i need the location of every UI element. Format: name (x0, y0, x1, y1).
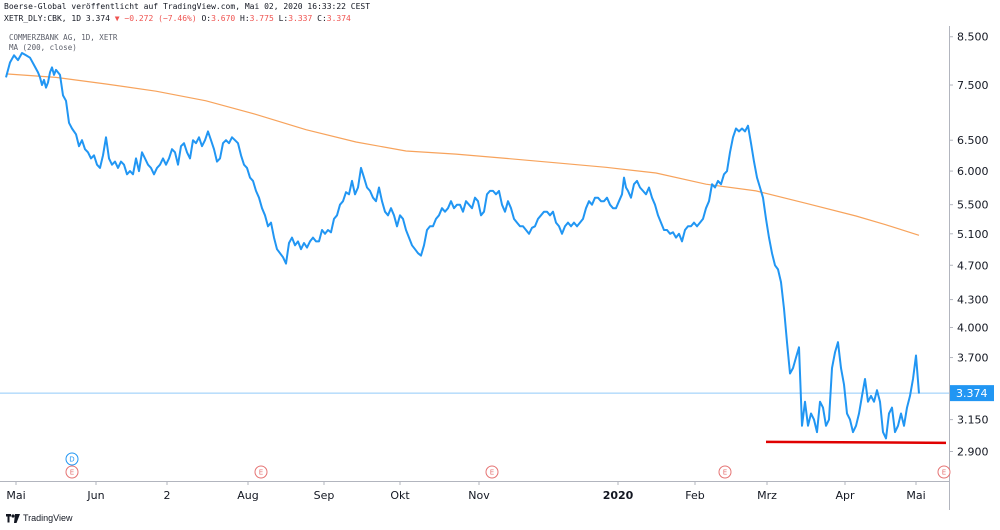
earnings-marker (937, 465, 951, 479)
price-tick-label: 8.500 (957, 31, 989, 44)
time-tick-label: Nov (468, 489, 490, 502)
earnings-marker-label: E (70, 469, 74, 477)
time-tick-label: Feb (685, 489, 704, 502)
high-value: 3.775 (249, 14, 274, 23)
price-tick-label: 3.700 (957, 352, 989, 365)
last-price-label: 3.374 (950, 385, 994, 402)
price-tick-label: 6.500 (957, 134, 989, 147)
support-level-line (765, 440, 947, 445)
ma200-line (5, 73, 920, 236)
earnings-marker (254, 465, 268, 479)
ma-legend[interactable]: MA (200, close) (9, 43, 77, 52)
time-tick-label: Aug (237, 489, 258, 502)
high-label: H: (235, 14, 250, 23)
close-label: C: (312, 14, 327, 23)
support-line (765, 440, 947, 445)
open-value: 3.670 (211, 14, 236, 23)
earnings-marker-label: E (259, 469, 263, 477)
last-price-text: 3.374 (956, 387, 988, 400)
time-tick-label: 2020 (603, 489, 634, 502)
tradingview-logo[interactable]: TradingView (6, 513, 73, 523)
low-label: L: (273, 14, 289, 23)
time-tick-label: Okt (390, 489, 410, 502)
price-series (5, 52, 920, 440)
dividend-marker-label: D (69, 456, 74, 464)
symbol-info: XETR_DLY:CBK, 1D 3.374 (4, 14, 115, 23)
price-tick-label: 5.100 (957, 228, 989, 241)
price-axis[interactable]: 8.500 7.500 6.500 6.000 5.500 5.100 4.700 4.300… (949, 31, 989, 459)
price-line (5, 52, 920, 440)
time-tick-label: Apr (835, 489, 855, 502)
tradingview-logo-icon (6, 513, 20, 523)
symbol-legend[interactable]: COMMERZBANK AG, 1D, XETR (9, 33, 118, 42)
price-tick-label: 4.700 (957, 259, 989, 272)
ma200-series (5, 73, 920, 236)
time-tick-label: Sep (314, 489, 335, 502)
close-value: 3.374 (326, 14, 351, 23)
last-price-box (950, 385, 994, 402)
price-tick-label: 4.000 (957, 321, 989, 334)
event-markers[interactable]: DE E E E E (65, 452, 951, 479)
price-tick-label: 3.150 (957, 414, 989, 427)
price-change: ▼ −0.272 (−7.46%) (114, 14, 197, 23)
price-tick-label: 5.500 (957, 199, 989, 212)
time-tick-label: Mai (6, 489, 25, 502)
earnings-marker (718, 465, 732, 479)
earnings-marker-label: E (723, 469, 727, 477)
open-label: O: (196, 14, 212, 23)
time-tick-label: Jun (86, 489, 104, 502)
price-tick-label: 2.900 (957, 446, 989, 459)
low-value: 3.337 (288, 14, 313, 23)
time-tick-label: Mai (906, 489, 925, 502)
earnings-marker (65, 465, 79, 479)
price-tick-label: 7.500 (957, 79, 989, 92)
tradingview-logo-text: TradingView (23, 513, 73, 523)
time-tick-label: Mrz (757, 489, 777, 502)
price-tick-label: 4.300 (957, 294, 989, 307)
time-axis[interactable]: Mai Jun 2 Aug Sep Okt Nov 2020 Feb Mrz Apr Mai (6, 481, 926, 502)
price-tick-label: 6.000 (957, 165, 989, 178)
dividend-marker (65, 452, 79, 466)
ohlc-line: XETR_DLY:CBK, 1D 3.374 ▼ −0.272 (−7.46%)… (4, 14, 351, 23)
time-tick-label: 2 (164, 489, 171, 502)
chart-publisher-line: Boerse-Global veröffentlicht auf Trading… (4, 2, 371, 11)
earnings-marker (485, 465, 499, 479)
earnings-marker-label: E (490, 469, 494, 477)
earnings-marker-label: E (942, 469, 946, 477)
